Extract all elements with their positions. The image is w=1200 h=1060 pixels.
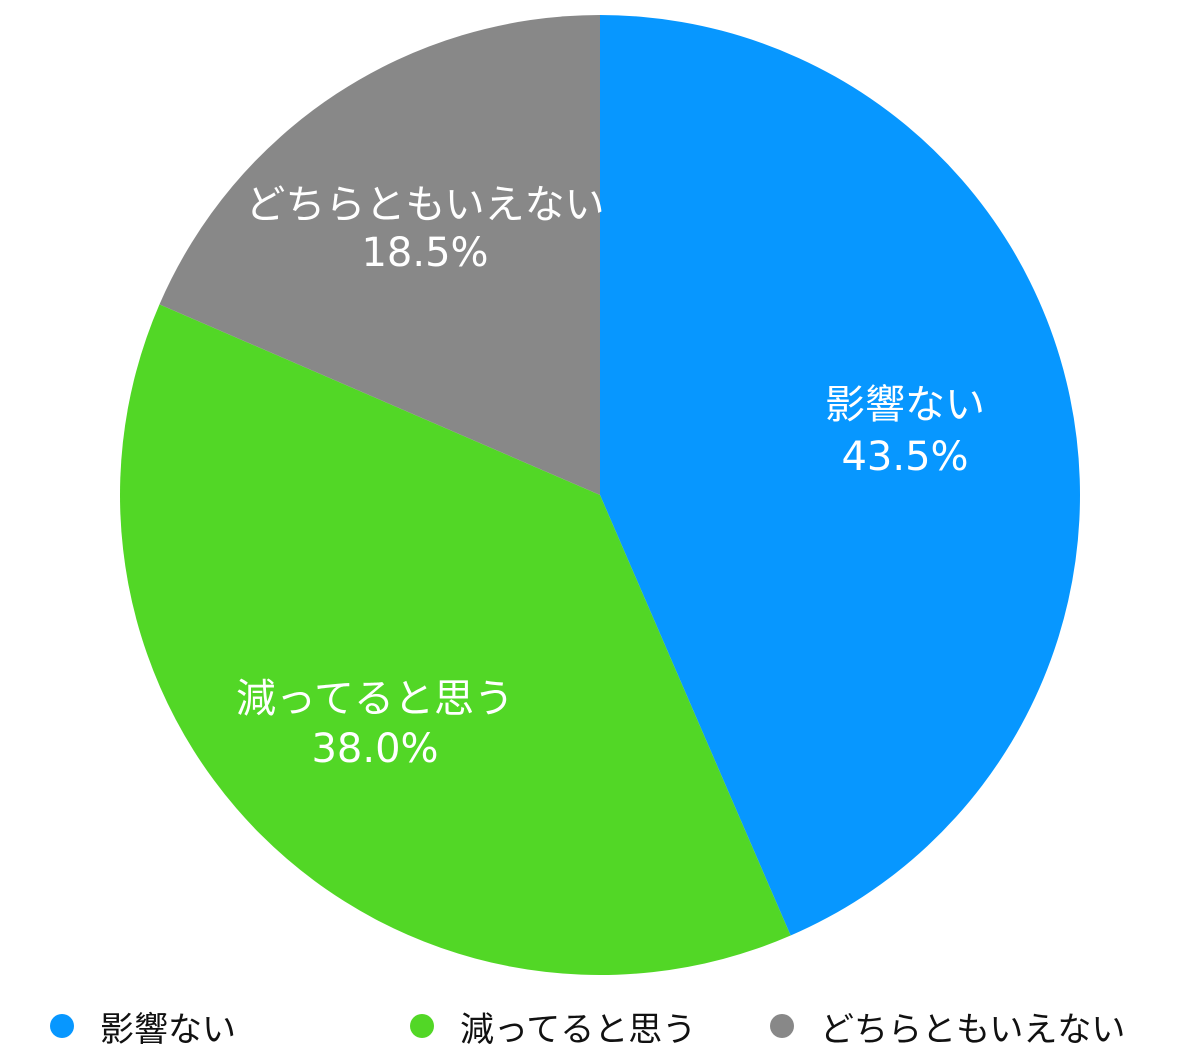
legend-item-hetteru-to-omou: 減ってると思う xyxy=(410,1002,770,1050)
slice-category-label-eikyou-nai: 影響ない xyxy=(825,382,985,428)
slice-category-label-dochira-tomo-ienai: どちらともいえない xyxy=(245,182,604,228)
slice-value-label-dochira-tomo-ienai: 18.5% xyxy=(361,230,488,276)
pie-slice-dochira-tomo-ienai xyxy=(159,15,600,495)
legend-marker-dochira-tomo-ienai xyxy=(770,1014,794,1038)
chart-legend: 影響ない 減ってると思う どちらともいえない xyxy=(50,1002,1170,1050)
legend-label-eikyou-nai: 影響ない xyxy=(100,1009,236,1050)
pie-slice-eikyou-nai xyxy=(600,15,1081,936)
legend-marker-hetteru-to-omou xyxy=(410,1014,434,1038)
legend-label-hetteru-to-omou: 減ってると思う xyxy=(460,1009,697,1050)
legend-marker-eikyou-nai xyxy=(50,1014,74,1038)
slice-value-label-hetteru-to-omou: 38.0% xyxy=(311,726,438,772)
legend-label-dochira-tomo-ienai: どちらともいえない xyxy=(820,1009,1126,1050)
legend-item-dochira-tomo-ienai: どちらともいえない xyxy=(770,1002,1170,1050)
pie-slice-hetteru-to-omou xyxy=(119,304,791,976)
slice-value-label-eikyou-nai: 43.5% xyxy=(841,434,968,480)
legend-item-eikyou-nai: 影響ない xyxy=(50,1002,410,1050)
pie-slices xyxy=(119,15,1081,976)
slice-category-label-hetteru-to-omou: 減ってると思う xyxy=(236,676,514,722)
